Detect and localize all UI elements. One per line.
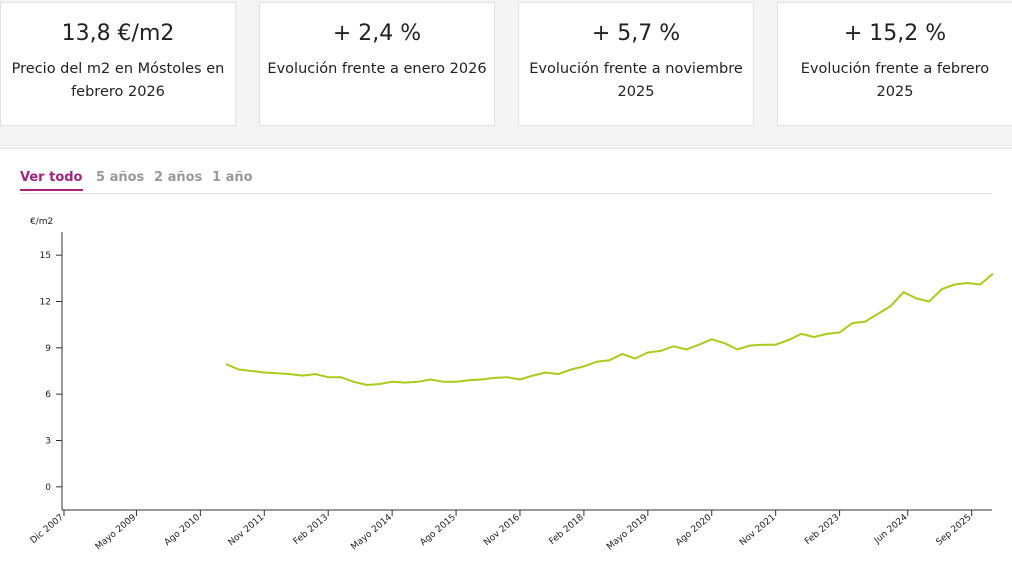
x-tick-label: Mayo 2014 xyxy=(349,512,394,552)
tab[interactable]: Ver todo xyxy=(20,170,83,191)
stat-value: 13,8 €/m2 xyxy=(61,21,175,46)
y-tick-label: 9 xyxy=(45,344,51,354)
x-tick-label: Nov 2016 xyxy=(482,512,522,548)
x-tick-label: Mayo 2019 xyxy=(605,512,650,552)
x-tick-label: Sep 2025 xyxy=(934,513,973,548)
y-tick-label: 0 xyxy=(45,483,51,493)
stat-value: + 5,7 % xyxy=(591,21,681,46)
x-tick-label: Jun 2024 xyxy=(872,512,910,546)
x-tick-label: Dic 2007 xyxy=(29,513,66,546)
stat-label: Precio del m2 en Móstoles en febrero 202… xyxy=(11,61,225,100)
price-line xyxy=(225,272,994,386)
stat-card: + 2,4 % Evolución frente a enero 2026 xyxy=(259,2,495,126)
x-tick-label: Nov 2011 xyxy=(227,513,267,549)
stat-card: + 15,2 % Evolución frente a febrero 2025 xyxy=(777,2,1012,126)
stat-value: + 15,2 % xyxy=(843,21,947,46)
chart: €/m2 0 3 6 9 12 15 Dic 2007 Mayo 2009 Ago 2010 No… xyxy=(29,217,994,552)
tab[interactable]: 5 años xyxy=(96,170,145,185)
x-tick-label: Feb 2023 xyxy=(803,513,841,547)
stat-label: Evolución frente a enero 2026 xyxy=(267,61,487,77)
tab[interactable]: 1 año xyxy=(212,170,253,185)
x-tick-label: Mayo 2009 xyxy=(94,512,139,552)
x-tick-label: Ago 2015 xyxy=(418,513,457,548)
y-tick-label: 6 xyxy=(45,390,51,400)
x-tick-label: Ago 2020 xyxy=(674,512,714,548)
y-axis-label: €/m2 xyxy=(30,217,53,227)
x-tick-label: Feb 2018 xyxy=(547,512,586,547)
x-tick-label: Ago 2010 xyxy=(163,512,203,548)
x-tick-label: Nov 2021 xyxy=(738,513,778,549)
y-tick-label: 15 xyxy=(40,251,51,261)
stat-value: + 2,4 % xyxy=(332,21,422,46)
stat-card: + 5,7 % Evolución frente a noviembre 2025 xyxy=(518,2,754,126)
y-tick-label: 3 xyxy=(45,437,51,447)
tab[interactable]: 2 años xyxy=(154,170,203,185)
stat-card: 13,8 €/m2 Precio del m2 en Móstoles en fe… xyxy=(0,2,236,126)
x-tick-label: Feb 2013 xyxy=(292,513,330,547)
stat-label: Evolución frente a febrero 2025 xyxy=(800,61,990,100)
tabs: Ver todo 5 años 2 años 1 año xyxy=(20,170,992,194)
y-tick-label: 12 xyxy=(40,298,51,308)
stat-label: Evolución frente a noviembre 2025 xyxy=(529,61,743,100)
